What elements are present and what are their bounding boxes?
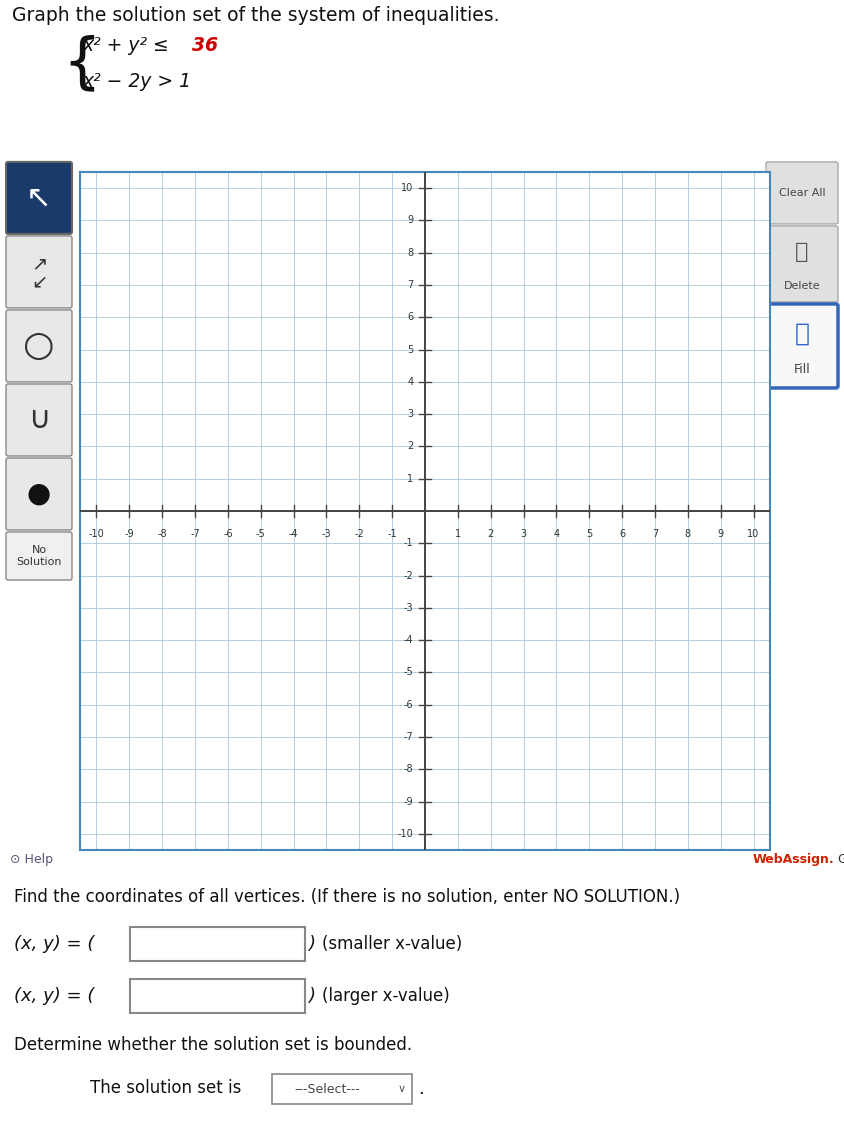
Text: {: { bbox=[62, 34, 101, 93]
Text: x² − 2y > 1: x² − 2y > 1 bbox=[82, 73, 191, 91]
Text: ∪: ∪ bbox=[28, 406, 50, 434]
Text: -5: -5 bbox=[403, 668, 414, 677]
Text: Delete: Delete bbox=[784, 280, 820, 291]
FancyBboxPatch shape bbox=[6, 384, 72, 456]
Text: -6: -6 bbox=[404, 700, 414, 710]
Text: -10: -10 bbox=[398, 829, 414, 839]
Text: 1: 1 bbox=[455, 529, 461, 539]
Text: -7: -7 bbox=[190, 529, 200, 539]
Text: -9: -9 bbox=[124, 529, 134, 539]
Text: 4: 4 bbox=[408, 377, 414, 386]
FancyBboxPatch shape bbox=[6, 236, 72, 308]
FancyBboxPatch shape bbox=[6, 310, 72, 382]
Text: Find the coordinates of all vertices. (If there is no solution, enter NO SOLUTIO: Find the coordinates of all vertices. (I… bbox=[14, 888, 680, 906]
Text: ⊙ Help: ⊙ Help bbox=[10, 853, 53, 866]
Text: 6: 6 bbox=[619, 529, 625, 539]
FancyBboxPatch shape bbox=[766, 304, 838, 388]
Text: Graphing Tool: Graphing Tool bbox=[834, 853, 844, 866]
Text: 7: 7 bbox=[652, 529, 658, 539]
Text: 8: 8 bbox=[408, 247, 414, 258]
FancyBboxPatch shape bbox=[766, 162, 838, 223]
Text: 2: 2 bbox=[408, 441, 414, 451]
Text: 🗑: 🗑 bbox=[795, 242, 809, 262]
Text: -9: -9 bbox=[404, 797, 414, 807]
Text: -8: -8 bbox=[404, 764, 414, 774]
Text: 36: 36 bbox=[192, 36, 218, 56]
FancyBboxPatch shape bbox=[130, 927, 305, 961]
Text: -3: -3 bbox=[404, 603, 414, 613]
Text: .: . bbox=[418, 1080, 424, 1098]
Text: 💧: 💧 bbox=[794, 321, 809, 345]
FancyBboxPatch shape bbox=[766, 226, 838, 302]
Text: ∨: ∨ bbox=[398, 1084, 406, 1094]
Text: -4: -4 bbox=[289, 529, 299, 539]
Text: 6: 6 bbox=[408, 312, 414, 323]
Text: 3: 3 bbox=[521, 529, 527, 539]
Text: Fill: Fill bbox=[793, 364, 810, 376]
Text: ): ) bbox=[308, 987, 315, 1005]
Text: -6: -6 bbox=[223, 529, 233, 539]
Text: 4: 4 bbox=[554, 529, 560, 539]
FancyBboxPatch shape bbox=[6, 458, 72, 530]
Text: (x, y) = (: (x, y) = ( bbox=[14, 935, 95, 953]
Text: No
Solution: No Solution bbox=[16, 545, 62, 568]
Text: -2: -2 bbox=[403, 571, 414, 580]
Text: 5: 5 bbox=[408, 344, 414, 355]
Text: Clear All: Clear All bbox=[779, 188, 825, 198]
Text: ○: ○ bbox=[24, 329, 55, 363]
Text: (larger x-value): (larger x-value) bbox=[322, 987, 450, 1005]
Text: -5: -5 bbox=[256, 529, 266, 539]
FancyBboxPatch shape bbox=[130, 979, 305, 1013]
Text: -3: -3 bbox=[322, 529, 331, 539]
Text: The solution set is: The solution set is bbox=[90, 1080, 241, 1097]
FancyBboxPatch shape bbox=[6, 532, 72, 580]
Text: ↖: ↖ bbox=[26, 184, 51, 212]
Text: ): ) bbox=[308, 935, 315, 953]
Text: x² + y² ≤: x² + y² ≤ bbox=[82, 36, 175, 56]
Text: -8: -8 bbox=[157, 529, 167, 539]
Text: 9: 9 bbox=[717, 529, 724, 539]
Text: 5: 5 bbox=[587, 529, 592, 539]
Text: -2: -2 bbox=[354, 529, 364, 539]
Text: -4: -4 bbox=[404, 635, 414, 645]
Text: Determine whether the solution set is bounded.: Determine whether the solution set is bo… bbox=[14, 1036, 412, 1054]
Text: ↙: ↙ bbox=[31, 272, 47, 292]
Text: 8: 8 bbox=[684, 529, 691, 539]
Text: Graph the solution set of the system of inequalities.: Graph the solution set of the system of … bbox=[12, 6, 500, 25]
Text: 10: 10 bbox=[401, 184, 414, 193]
Text: -1: -1 bbox=[404, 538, 414, 548]
Text: 2: 2 bbox=[488, 529, 494, 539]
Text: 1: 1 bbox=[408, 474, 414, 483]
Text: 3: 3 bbox=[408, 409, 414, 420]
Text: WebAssign.: WebAssign. bbox=[752, 853, 834, 866]
Text: ---Select---: ---Select--- bbox=[294, 1083, 360, 1096]
Text: ●: ● bbox=[27, 480, 51, 508]
Text: 9: 9 bbox=[408, 215, 414, 226]
Text: 7: 7 bbox=[408, 280, 414, 290]
Text: (x, y) = (: (x, y) = ( bbox=[14, 987, 95, 1005]
FancyBboxPatch shape bbox=[6, 162, 72, 234]
Text: ↗: ↗ bbox=[31, 254, 47, 274]
Text: -10: -10 bbox=[89, 529, 105, 539]
Text: 10: 10 bbox=[748, 529, 760, 539]
Text: (smaller x-value): (smaller x-value) bbox=[322, 935, 463, 953]
Text: -7: -7 bbox=[403, 732, 414, 742]
Text: -1: -1 bbox=[387, 529, 397, 539]
FancyBboxPatch shape bbox=[272, 1074, 412, 1104]
